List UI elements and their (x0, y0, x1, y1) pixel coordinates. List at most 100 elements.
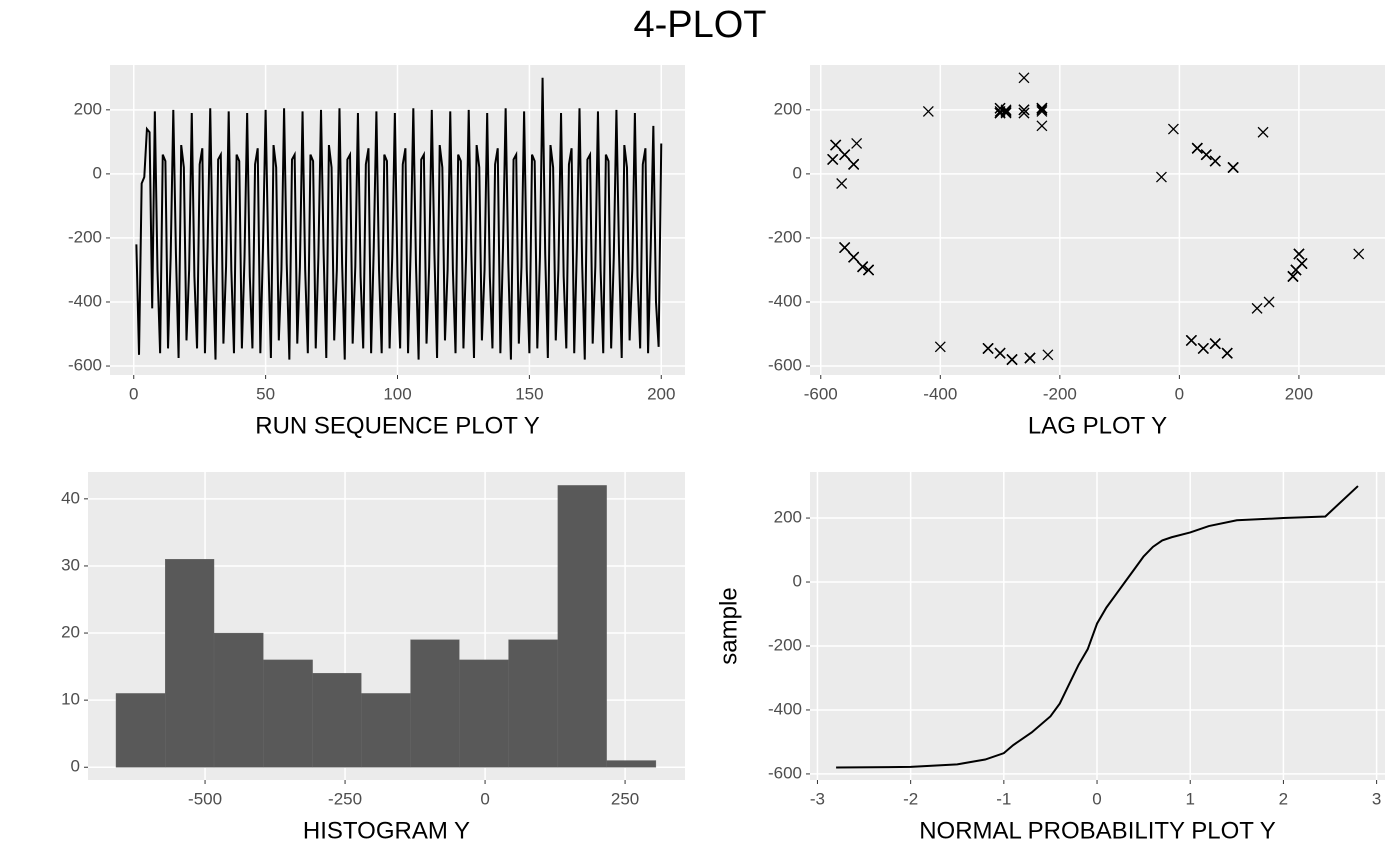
x-tick-label: -500 (188, 789, 222, 808)
x-tick-label: 100 (383, 384, 411, 403)
x-tick-label: -400 (923, 384, 957, 403)
x-tick-label: 200 (647, 384, 675, 403)
y-tick-label: 40 (61, 488, 80, 507)
lag-point (848, 251, 860, 263)
lag-point (1353, 248, 1365, 260)
lag-point (1156, 171, 1167, 183)
lag-point (1290, 264, 1302, 276)
histogram-bar (312, 673, 362, 768)
y-tick-label: -200 (768, 635, 802, 654)
lag-point (1293, 248, 1305, 260)
histogram-bar (263, 659, 313, 768)
y-tick-label: 10 (61, 690, 80, 709)
lag-point (1024, 352, 1036, 364)
x-tick-label: 0 (129, 384, 138, 403)
lag-point (1191, 142, 1203, 154)
histogram-bar (459, 659, 509, 768)
panel-background (810, 65, 1385, 375)
lag-point (836, 178, 848, 189)
page-title: 4-PLOT (633, 4, 766, 46)
x-axis-title: LAG PLOT Y (1028, 412, 1167, 439)
histogram-bar (213, 632, 264, 768)
data-line (836, 485, 1359, 769)
lag-point (848, 158, 860, 170)
x-tick-label: -3 (810, 789, 825, 808)
y-tick-label: 0 (71, 757, 80, 776)
lag-point (839, 149, 851, 161)
y-tick-label: -200 (768, 227, 802, 246)
lag-point (1200, 149, 1212, 161)
lag-point (1209, 338, 1221, 350)
x-tick-label: 200 (1285, 384, 1313, 403)
x-tick-label: -2 (903, 789, 918, 808)
y-tick-label: -600 (68, 356, 102, 375)
y-tick-label: 200 (74, 99, 102, 118)
lag-point (830, 139, 842, 151)
lag-point (1036, 102, 1048, 114)
lag-point (857, 261, 869, 273)
lag-point (994, 107, 1006, 119)
lag-point (982, 342, 994, 354)
lag-point (851, 138, 863, 149)
lag-point (1042, 349, 1054, 361)
x-tick-label: 150 (515, 384, 543, 403)
lag-point (1006, 354, 1018, 366)
lag-point (922, 105, 934, 117)
x-tick-label: -1 (996, 789, 1011, 808)
lag-point (839, 242, 851, 254)
y-tick-label: 0 (93, 163, 102, 182)
y-tick-label: -400 (768, 291, 802, 310)
histogram-bar (508, 639, 559, 768)
y-tick-label: -400 (768, 699, 802, 718)
y-tick-label: -200 (68, 227, 102, 246)
lag-point (1251, 302, 1263, 314)
y-tick-label: 20 (61, 623, 80, 642)
data-line (135, 77, 663, 360)
lag-point (1227, 162, 1239, 173)
y-tick-label: 200 (774, 99, 802, 118)
histogram-bar (606, 760, 657, 768)
x-tick-label: -250 (328, 789, 362, 808)
y-tick-label: -600 (768, 356, 802, 375)
x-axis-title: NORMAL PROBABILITY PLOT Y (919, 817, 1276, 844)
x-axis-title: RUN SEQUENCE PLOT Y (255, 412, 540, 439)
lag-point (1257, 126, 1269, 138)
x-tick-label: 2 (1279, 789, 1288, 808)
lag-point (1018, 104, 1030, 116)
lag-point (1197, 342, 1209, 354)
lag-point (1263, 296, 1275, 308)
lag-point (1287, 270, 1299, 282)
lag-point (1036, 105, 1048, 117)
histogram-bar (557, 485, 607, 768)
histogram-bar (361, 693, 411, 768)
x-tick-label: 0 (480, 789, 489, 808)
x-tick-label: 3 (1372, 789, 1381, 808)
lag-point (994, 347, 1006, 359)
lag-point (934, 341, 946, 353)
y-tick-label: 30 (61, 555, 80, 574)
lag-point (1036, 120, 1048, 132)
lag-point (1167, 123, 1179, 135)
lag-point (1185, 334, 1197, 346)
lag-point (827, 154, 839, 165)
y-axis-title: sample (715, 587, 742, 664)
lag-point (1018, 107, 1030, 119)
y-tick-label: -400 (68, 291, 102, 310)
lag-point (1209, 155, 1221, 167)
lag-point (1221, 347, 1233, 359)
x-tick-label: -600 (804, 384, 838, 403)
histogram-bar (410, 639, 460, 768)
lag-point (1036, 104, 1048, 116)
y-tick-label: 0 (793, 572, 802, 591)
y-tick-label: -600 (768, 763, 802, 782)
x-axis-title: HISTOGRAM Y (303, 817, 470, 844)
x-tick-label: 0 (1092, 789, 1101, 808)
x-tick-label: 1 (1185, 789, 1194, 808)
histogram-bar (115, 693, 166, 768)
x-tick-label: 0 (1175, 384, 1184, 403)
lag-point (863, 264, 875, 276)
x-tick-label: -200 (1043, 384, 1077, 403)
y-tick-label: 200 (774, 508, 802, 527)
x-tick-label: 50 (256, 384, 275, 403)
lag-point (1018, 72, 1030, 84)
